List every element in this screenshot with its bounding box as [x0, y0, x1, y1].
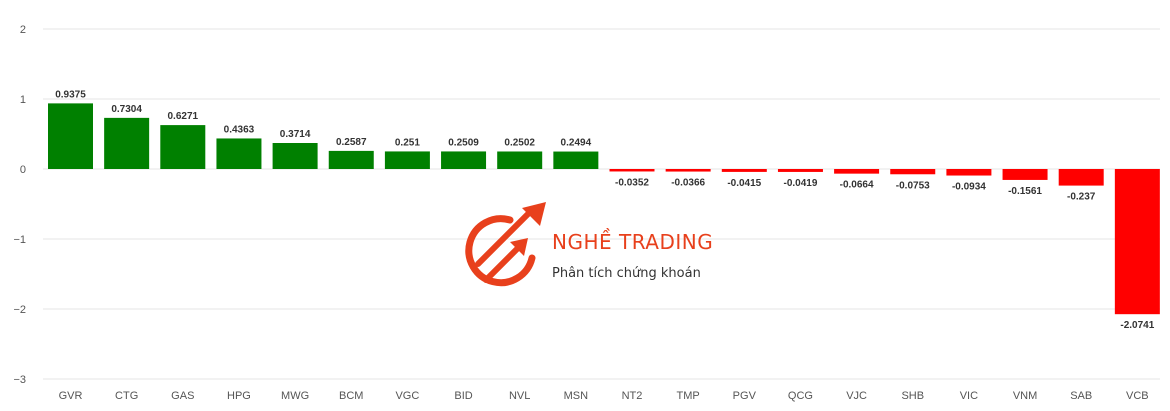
x-tick-label-pgv: PGV	[733, 390, 757, 402]
y-tick-label: −3	[13, 374, 26, 386]
data-label-shb: -0.0753	[896, 180, 930, 191]
bar-hpg	[216, 138, 262, 169]
watermark-tagline: Phân tích chứng khoán	[552, 266, 701, 281]
x-tick-label-gas: GAS	[171, 390, 194, 402]
bar-ctg	[104, 117, 150, 169]
x-tick-label-ctg: CTG	[115, 390, 138, 402]
y-tick-label: −1	[13, 234, 26, 246]
data-label-vic: -0.0934	[952, 182, 986, 193]
x-tick-label-bcm: BCM	[339, 390, 363, 402]
watermark: NGHỀ TRADING Phân tích chứng khoán	[462, 200, 762, 295]
data-label-vjc: -0.0664	[840, 180, 874, 191]
x-tick-label-vjc: VJC	[846, 390, 867, 402]
trend-arrows-logo-icon	[465, 202, 546, 287]
bar-bcm	[328, 150, 374, 169]
data-label-hpg: 0.4363	[224, 124, 255, 135]
data-label-vgc: 0.251	[395, 137, 420, 148]
bar-nvl	[497, 151, 543, 169]
x-tick-label-tmp: TMP	[677, 390, 700, 402]
y-tick-label: 2	[20, 24, 26, 36]
bar-shb	[890, 169, 936, 175]
x-tick-label-bid: BID	[454, 390, 472, 402]
y-axis-ticks: 2 1 0 −1 −2 −3	[13, 24, 26, 386]
bar-vic	[946, 169, 992, 176]
x-tick-label-sab: SAB	[1070, 390, 1092, 402]
data-label-pgv: -0.0415	[727, 178, 761, 189]
x-tick-label-mwg: MWG	[281, 390, 309, 402]
bar-vjc	[834, 169, 880, 174]
data-label-vnm: -0.1561	[1008, 186, 1042, 197]
bar-bid	[441, 151, 487, 169]
y-tick-label: −2	[13, 304, 26, 316]
x-tick-label-hpg: HPG	[227, 390, 251, 402]
x-tick-label-shb: SHB	[901, 390, 924, 402]
data-labels: 0.9375 0.7304 0.6271 0.4363 0.3714 0.2587 0.25…	[55, 89, 1155, 331]
bar-gas	[160, 125, 206, 169]
x-tick-label-vnm: VNM	[1013, 390, 1037, 402]
y-tick-label: 0	[20, 164, 26, 176]
y-tick-label: 1	[20, 94, 26, 106]
data-label-mwg: 0.3714	[280, 129, 311, 140]
bar-pgv	[721, 169, 767, 172]
data-label-nvl: 0.2502	[504, 137, 535, 148]
data-label-tmp: -0.0366	[671, 178, 705, 189]
data-label-vcb: -2.0741	[1120, 320, 1154, 331]
bar-vgc	[384, 151, 430, 169]
data-label-qcg: -0.0419	[783, 178, 817, 189]
watermark-brand: NGHỀ TRADING	[552, 230, 714, 254]
bar-sab	[1058, 169, 1104, 186]
x-tick-label-nt2: NT2	[622, 390, 643, 402]
x-tick-label-vic: VIC	[960, 390, 978, 402]
bar-msn	[553, 151, 599, 169]
data-label-ctg: 0.7304	[111, 104, 142, 115]
bar-qcg	[777, 169, 823, 172]
x-tick-label-nvl: NVL	[509, 390, 530, 402]
x-tick-label-msn: MSN	[564, 390, 589, 402]
data-label-msn: 0.2494	[561, 138, 592, 149]
bar-mwg	[272, 143, 318, 169]
bar-nt2	[609, 169, 655, 172]
x-tick-label-vcb: VCB	[1126, 390, 1149, 402]
x-axis-ticks: GVR CTG GAS HPG MWG BCM VGC BID NVL MSN NT2 TMP PGV Q…	[59, 390, 1149, 402]
x-tick-label-gvr: GVR	[59, 390, 83, 402]
data-label-nt2: -0.0352	[615, 177, 649, 188]
bar-gvr	[48, 103, 93, 169]
bar-tmp	[665, 169, 711, 172]
x-tick-label-vgc: VGC	[395, 390, 419, 402]
data-label-gas: 0.6271	[168, 111, 199, 122]
bars	[48, 103, 1160, 315]
data-label-sab: -0.237	[1067, 192, 1096, 203]
bar-vnm	[1002, 169, 1048, 180]
bar-vcb	[1114, 169, 1160, 315]
data-label-gvr: 0.9375	[55, 89, 86, 100]
x-tick-label-qcg: QCG	[788, 390, 813, 402]
data-label-bcm: 0.2587	[336, 137, 367, 148]
data-label-bid: 0.2509	[448, 137, 479, 148]
